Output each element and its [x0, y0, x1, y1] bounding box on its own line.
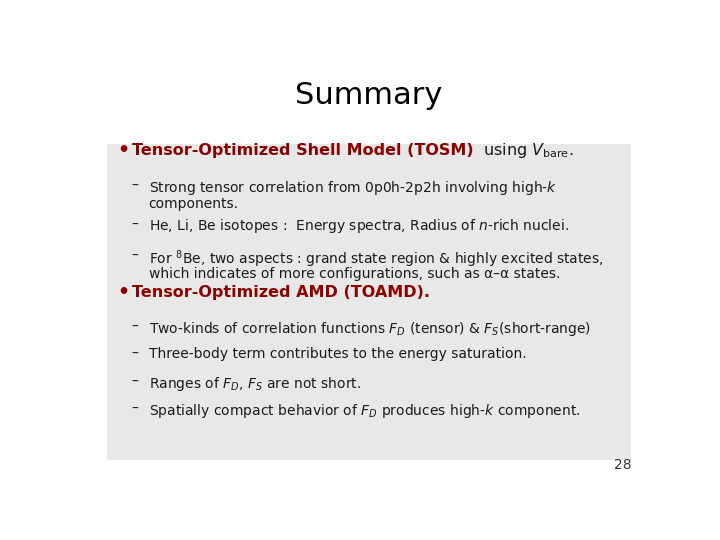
Text: –: –	[132, 218, 139, 232]
Text: Tensor-Optimized AMD (TOAMD).: Tensor-Optimized AMD (TOAMD).	[132, 285, 430, 300]
Text: He, Li, Be isotopes :  Energy spectra, Radius of $n$-rich nuclei.: He, Li, Be isotopes : Energy spectra, Ra…	[148, 218, 569, 235]
Text: For $^{8}$Be, two aspects : grand state region & highly excited states,: For $^{8}$Be, two aspects : grand state …	[148, 248, 603, 270]
Text: –: –	[132, 347, 139, 361]
Text: Two-kinds of correlation functions $F_D$ (tensor) & $F_S$(short-range): Two-kinds of correlation functions $F_D$…	[148, 320, 590, 338]
Text: •: •	[117, 140, 129, 159]
Text: –: –	[132, 375, 139, 389]
Text: 28: 28	[613, 458, 631, 472]
Text: which indicates of more configurations, such as α–α states.: which indicates of more configurations, …	[148, 267, 560, 281]
Text: –: –	[132, 179, 139, 193]
Text: –: –	[132, 248, 139, 262]
Text: Tensor-Optimized Shell Model (TOSM): Tensor-Optimized Shell Model (TOSM)	[132, 143, 474, 158]
Text: using $V_{\mathrm{bare}}$.: using $V_{\mathrm{bare}}$.	[478, 140, 574, 159]
Text: Spatially compact behavior of $F_D$ produces high-$k$ component.: Spatially compact behavior of $F_D$ prod…	[148, 402, 580, 420]
Text: Ranges of $F_D$, $F_S$ are not short.: Ranges of $F_D$, $F_S$ are not short.	[148, 375, 361, 393]
Text: –: –	[132, 402, 139, 416]
Text: –: –	[132, 320, 139, 334]
Text: •: •	[117, 283, 129, 302]
Text: components.: components.	[148, 197, 238, 211]
Text: Summary: Summary	[295, 82, 443, 111]
Text: Strong tensor correlation from 0p0h-2p2h involving high-$k$: Strong tensor correlation from 0p0h-2p2h…	[148, 179, 557, 197]
Text: Three-body term contributes to the energy saturation.: Three-body term contributes to the energ…	[148, 347, 526, 361]
FancyBboxPatch shape	[107, 144, 631, 460]
